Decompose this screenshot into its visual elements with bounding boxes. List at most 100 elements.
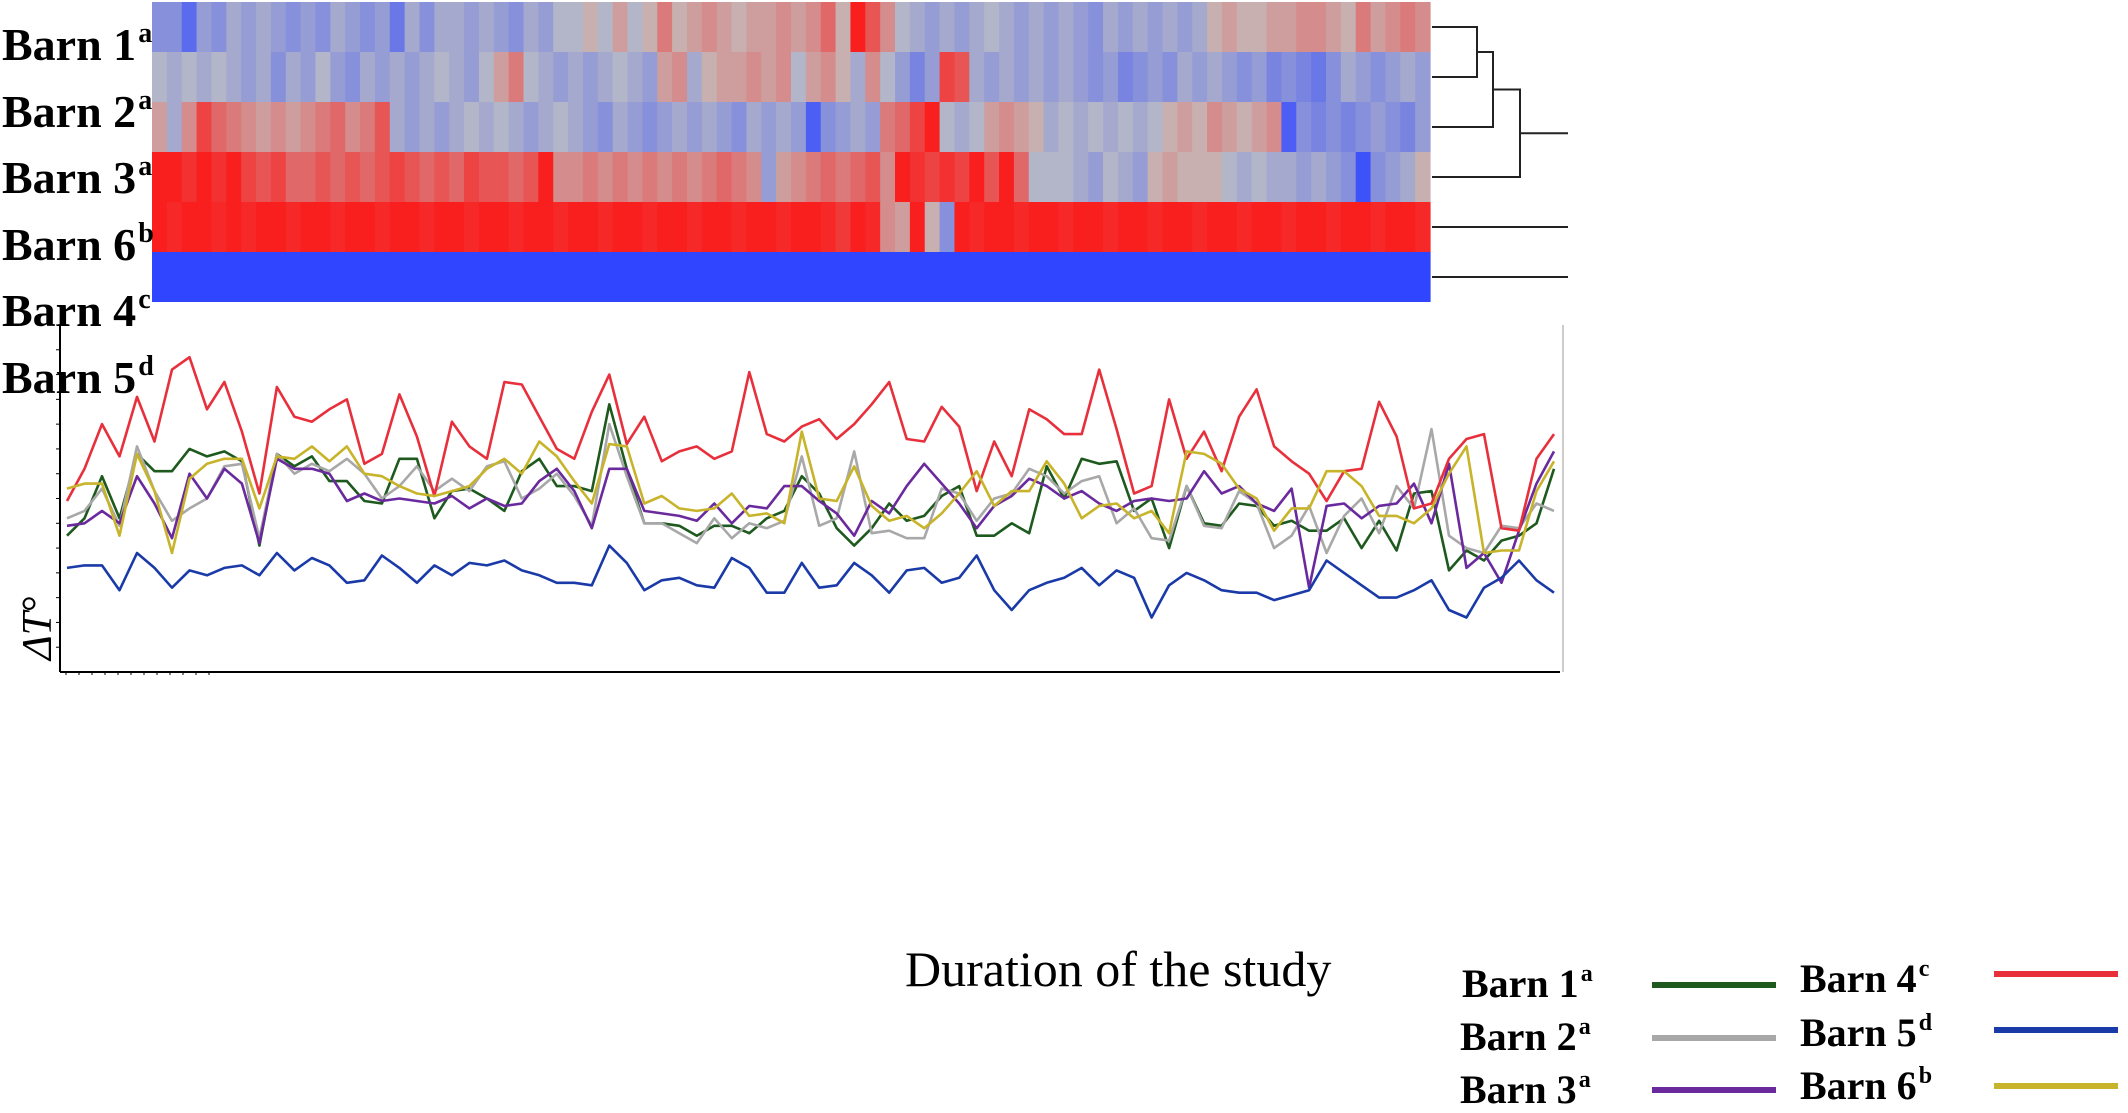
heatmap-cell [627, 252, 643, 302]
legend-label-barn-3: Barn 3a [1460, 1067, 1591, 1112]
heatmap-cell [1370, 2, 1387, 52]
heatmap-cell [701, 2, 718, 52]
heatmap-cell [449, 52, 465, 102]
heatmap-cell [582, 152, 599, 202]
heatmap-cell [211, 202, 227, 252]
heatmap-row-label: Barn 5d [2, 351, 154, 403]
heatmap-cell [1325, 152, 1342, 202]
heatmap-cell [152, 252, 168, 302]
heatmap-cell [895, 202, 911, 252]
heatmap-cell [1073, 52, 1089, 102]
heatmap-cell [434, 52, 450, 102]
heatmap-cell [1117, 252, 1134, 302]
heatmap-cell [731, 52, 748, 102]
legend-swatch-barn-3 [1652, 1087, 1776, 1093]
heatmap-cell [672, 152, 688, 202]
heatmap-cell [1043, 152, 1060, 202]
heatmap-cell [820, 202, 837, 252]
heatmap-cell [196, 202, 213, 252]
heatmap-cell [493, 52, 510, 102]
heatmap-cell [1013, 202, 1030, 252]
heatmap-cell [1058, 152, 1074, 202]
heatmap-cell [865, 202, 881, 252]
heatmap-cell [300, 252, 317, 302]
heatmap-cell [523, 102, 539, 152]
heatmap-cell [211, 2, 227, 52]
heatmap-cell [1400, 102, 1416, 152]
heatmap-cell [835, 202, 852, 252]
heatmap-cell [835, 52, 852, 102]
heatmap-cell [672, 52, 688, 102]
heatmap-cell [1370, 52, 1387, 102]
heatmap-cell [597, 252, 614, 302]
heatmap-cell [776, 152, 792, 202]
heatmap-cell [1147, 252, 1164, 302]
heatmap-cell [523, 52, 539, 102]
heatmap-cell [909, 52, 926, 102]
heatmap-cell [909, 252, 926, 302]
heatmap-cell [300, 152, 317, 202]
heatmap-cell [582, 2, 599, 52]
heatmap-cell [895, 52, 911, 102]
heatmap-cell [984, 202, 1000, 252]
heatmap-cell [701, 252, 718, 302]
heatmap-cell [315, 152, 331, 202]
heatmap-cell [1177, 152, 1193, 202]
heatmap-cell [1355, 52, 1372, 102]
heatmap-cell [360, 152, 376, 202]
heatmap-cell [1013, 152, 1030, 202]
heatmap-cell [850, 152, 866, 202]
heatmap-cell [1296, 252, 1312, 302]
heatmap-cell [196, 252, 213, 302]
heatmap-cell [1192, 102, 1208, 152]
heatmap-cell [374, 2, 391, 52]
heatmap-cell [1117, 102, 1134, 152]
heatmap-cell [478, 252, 495, 302]
heatmap-cell [1325, 52, 1342, 102]
heatmap-cell [493, 252, 510, 302]
heatmap-cell [924, 102, 941, 152]
heatmap-cell [939, 2, 956, 52]
heatmap-cell [954, 152, 970, 202]
heatmap-cell [300, 52, 317, 102]
heatmap-cell [315, 52, 331, 102]
heatmap-cell [1311, 152, 1327, 202]
heatmap-cell [657, 2, 673, 52]
heatmap-row-label: Barn 2a [2, 85, 153, 137]
heatmap-cell [1073, 152, 1089, 202]
heatmap-cell [895, 2, 911, 52]
heatmap-cell [1177, 252, 1193, 302]
heatmap-cell [1162, 252, 1178, 302]
heatmap-cell [568, 102, 584, 152]
heatmap-cell [181, 152, 198, 202]
heatmap-cell [404, 202, 421, 252]
heatmap-cell [196, 152, 213, 202]
heatmap-cell [404, 152, 421, 202]
heatmap-cell [1266, 102, 1282, 152]
heatmap-cell [241, 152, 257, 202]
heatmap-cell [969, 252, 985, 302]
heatmap-cell [1058, 102, 1074, 152]
heatmap-cell [954, 102, 970, 152]
heatmap-cell [716, 152, 733, 202]
heatmap-cell [464, 2, 480, 52]
heatmap-cell [850, 202, 866, 252]
heatmap-cell [686, 252, 703, 302]
heatmap-cell [939, 202, 956, 252]
heatmap-cell [1385, 152, 1401, 202]
heatmap-cell [969, 52, 985, 102]
heatmap-cell [716, 102, 733, 152]
heatmap-cell [1311, 252, 1327, 302]
heatmap-cell [1103, 202, 1119, 252]
heatmap-cell [1088, 252, 1104, 302]
heatmap-cell [1013, 52, 1030, 102]
heatmap-cell [761, 202, 777, 252]
heatmap-cell [865, 152, 881, 202]
heatmap-cell [181, 252, 198, 302]
heatmap-cell [880, 152, 896, 202]
heatmap-cell [1281, 52, 1297, 102]
heatmap-cell [330, 102, 346, 152]
heatmap-cell [1415, 102, 1431, 152]
heatmap-cell [241, 2, 257, 52]
heatmap-cell [761, 52, 777, 102]
